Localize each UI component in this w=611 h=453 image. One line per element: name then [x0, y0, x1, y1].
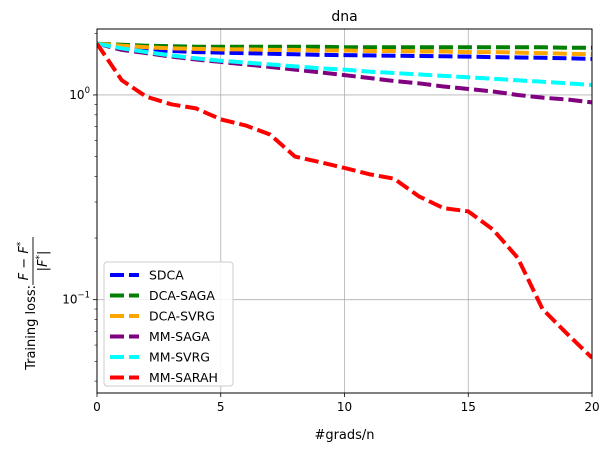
y-axis-label-denominator: |F*|: [35, 251, 51, 272]
x-tick-label: 15: [461, 400, 476, 414]
legend-label-dca-saga: DCA-SAGA: [149, 288, 215, 303]
series-line-mm-svrg: [97, 41, 592, 87]
chart-title: dna: [331, 9, 357, 25]
series-layer: [97, 41, 592, 360]
legend-label-sdca: SDCA: [149, 268, 184, 283]
y-tick-label: 100: [69, 86, 90, 102]
x-axis-label: #grads/n: [314, 428, 374, 443]
legend-label-mm-saga: MM-SAGA: [149, 329, 210, 344]
x-tick-label: 5: [217, 400, 225, 414]
legend-label-mm-sarah: MM-SARAH: [149, 370, 218, 385]
y-axis-label: Training loss: F − F* |F*|: [16, 237, 51, 371]
y-axis-label-prefix: Training loss:: [24, 285, 39, 371]
series-line-dca-saga: [97, 41, 592, 50]
tick-layer: 0 5 10 15 20 10−1 100: [62, 33, 600, 414]
legend: SDCA DCA-SAGA DCA-SVRG MM-SAGA MM-SVRG MM-SAR…: [103, 261, 234, 387]
series-line-sdca: [97, 41, 592, 61]
series-line-dca-svrg: [97, 41, 592, 57]
legend-label-mm-svrg: MM-SVRG: [149, 350, 210, 365]
x-tick-label: 10: [337, 400, 352, 414]
y-axis-label-numerator: F − F*: [16, 241, 32, 280]
legend-label-dca-svrg: DCA-SVRG: [149, 309, 215, 324]
x-tick-label: 0: [93, 400, 101, 414]
series-line-mm-sarah: [97, 42, 592, 360]
x-tick-label: 20: [584, 400, 599, 414]
y-tick-label: 10−1: [62, 291, 90, 307]
